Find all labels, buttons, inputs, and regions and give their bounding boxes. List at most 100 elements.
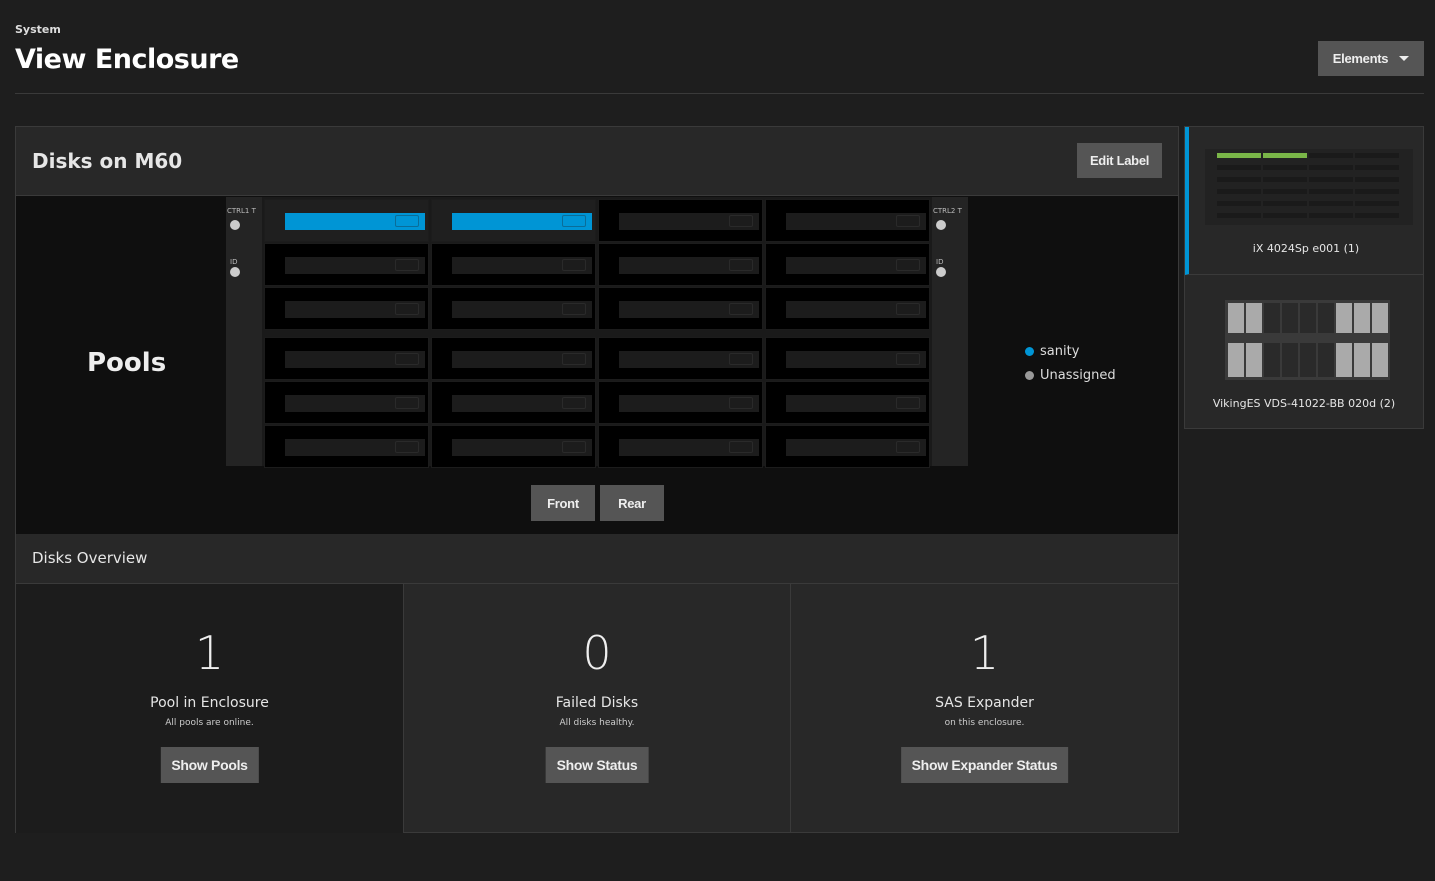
- disk-bay-14[interactable]: [431, 337, 596, 380]
- thumb-slot: [1309, 177, 1353, 182]
- disk-drive[interactable]: [619, 257, 759, 274]
- disk-drive[interactable]: [619, 213, 759, 230]
- disk-bay-12[interactable]: [765, 287, 930, 330]
- thumb-slot: [1217, 189, 1261, 194]
- disk-drive[interactable]: [285, 213, 425, 230]
- stat-value: 1: [194, 626, 225, 680]
- drive-handle-icon: [896, 303, 920, 315]
- disk-bay-11[interactable]: [598, 287, 763, 330]
- thumb-slot: [1264, 303, 1280, 333]
- disk-bay-1[interactable]: [264, 199, 429, 242]
- front-view-button[interactable]: Front: [531, 485, 595, 521]
- enclosure-item[interactable]: VikingES VDS-41022-BB 020d (2): [1185, 275, 1423, 429]
- disk-drive[interactable]: [786, 257, 926, 274]
- drive-handle-icon: [562, 397, 586, 409]
- card-header: Disks on M60 Edit Label: [16, 127, 1178, 196]
- disk-bay-9[interactable]: [264, 287, 429, 330]
- thumb-slot: [1246, 303, 1262, 333]
- disk-drive[interactable]: [285, 395, 425, 412]
- enclosure-selector: iX 4024Sp e001 (1) VikingES VDS-41022-BB…: [1184, 126, 1424, 429]
- disk-drive[interactable]: [285, 351, 425, 368]
- disk-drive[interactable]: [452, 351, 592, 368]
- legend-item-unassigned[interactable]: Unassigned: [1025, 368, 1116, 383]
- thumb-slot: [1300, 343, 1316, 377]
- drive-handle-icon: [395, 353, 419, 365]
- enclosure-label: iX 4024Sp e001 (1): [1252, 242, 1360, 255]
- disk-drive[interactable]: [786, 301, 926, 318]
- disk-bay-4[interactable]: [765, 199, 930, 242]
- disk-bay-7[interactable]: [598, 243, 763, 286]
- disk-bay-20[interactable]: [765, 381, 930, 424]
- disk-bay-13[interactable]: [264, 337, 429, 380]
- disk-bay-18[interactable]: [431, 381, 596, 424]
- legend-item-sanity[interactable]: sanity: [1025, 344, 1116, 359]
- drive-handle-icon: [395, 215, 419, 227]
- disk-drive[interactable]: [452, 439, 592, 456]
- disk-bay-5[interactable]: [264, 243, 429, 286]
- thumb-slot: [1263, 165, 1307, 170]
- drive-handle-icon: [729, 441, 753, 453]
- drive-handle-icon: [729, 303, 753, 315]
- card-title: Disks on M60: [32, 149, 183, 173]
- disk-drive[interactable]: [619, 439, 759, 456]
- drive-handle-icon: [562, 353, 586, 365]
- disk-drive[interactable]: [452, 213, 592, 230]
- breadcrumb[interactable]: System: [15, 23, 61, 36]
- thumb-slot: [1263, 153, 1307, 158]
- disk-bay-6[interactable]: [431, 243, 596, 286]
- disks-overview-title: Disks Overview: [32, 549, 148, 567]
- show-expander-status-button[interactable]: Show Expander Status: [900, 747, 1069, 783]
- disk-drive[interactable]: [285, 257, 425, 274]
- disk-bay-21[interactable]: [264, 425, 429, 468]
- disk-drive[interactable]: [285, 301, 425, 318]
- enclosure-item-selected[interactable]: iX 4024Sp e001 (1): [1185, 127, 1423, 275]
- drive-handle-icon: [562, 441, 586, 453]
- show-status-button[interactable]: Show Status: [545, 747, 649, 783]
- disk-drive[interactable]: [452, 395, 592, 412]
- disk-bay-22[interactable]: [431, 425, 596, 468]
- disk-drive[interactable]: [619, 351, 759, 368]
- disk-bay-8[interactable]: [765, 243, 930, 286]
- thumb-slot: [1263, 189, 1307, 194]
- failed-disks-stat-cell: 0 Failed Disks All disks healthy. Show S…: [404, 584, 791, 833]
- thumb-slot: [1318, 343, 1334, 377]
- caret-down-icon: [1399, 56, 1410, 61]
- disk-drive[interactable]: [619, 301, 759, 318]
- disk-drive[interactable]: [786, 439, 926, 456]
- disk-bay-15[interactable]: [598, 337, 763, 380]
- thumb-slot: [1318, 303, 1334, 333]
- elements-menu-button[interactable]: Elements: [1318, 41, 1424, 76]
- thumb-slot: [1300, 303, 1316, 333]
- disk-bay-10[interactable]: [431, 287, 596, 330]
- disk-drive[interactable]: [285, 439, 425, 456]
- disk-drive[interactable]: [452, 301, 592, 318]
- stat-subtext: on this enclosure.: [944, 718, 1025, 728]
- disk-drive[interactable]: [619, 395, 759, 412]
- disk-drive[interactable]: [786, 395, 926, 412]
- show-pools-button[interactable]: Show Pools: [160, 747, 259, 783]
- edit-label-button[interactable]: Edit Label: [1077, 143, 1162, 178]
- disk-bay-19[interactable]: [598, 381, 763, 424]
- drive-handle-icon: [729, 259, 753, 271]
- disk-bay-16[interactable]: [765, 337, 930, 380]
- drive-handle-icon: [729, 397, 753, 409]
- disk-bay-3[interactable]: [598, 199, 763, 242]
- disk-drive[interactable]: [452, 257, 592, 274]
- power-led-icon: [936, 220, 946, 230]
- disk-bay-23[interactable]: [598, 425, 763, 468]
- legend-label: Unassigned: [1040, 368, 1116, 383]
- disk-drive[interactable]: [786, 213, 926, 230]
- disk-drive[interactable]: [786, 351, 926, 368]
- thumb-slot: [1217, 153, 1261, 158]
- disk-bay-24[interactable]: [765, 425, 930, 468]
- drive-handle-icon: [729, 215, 753, 227]
- disk-bay-2[interactable]: [431, 199, 596, 242]
- enclosure-visualization: Pools CTRL1 T ID CTRL2 T ID sanity Unass…: [16, 196, 1178, 534]
- thumb-slot: [1355, 165, 1399, 170]
- disk-bay-17[interactable]: [264, 381, 429, 424]
- thumb-slot: [1336, 303, 1352, 333]
- thumb-slot: [1355, 201, 1399, 206]
- rear-view-button[interactable]: Rear: [600, 485, 664, 521]
- legend-swatch: [1025, 371, 1034, 380]
- id-label: ID: [936, 258, 944, 266]
